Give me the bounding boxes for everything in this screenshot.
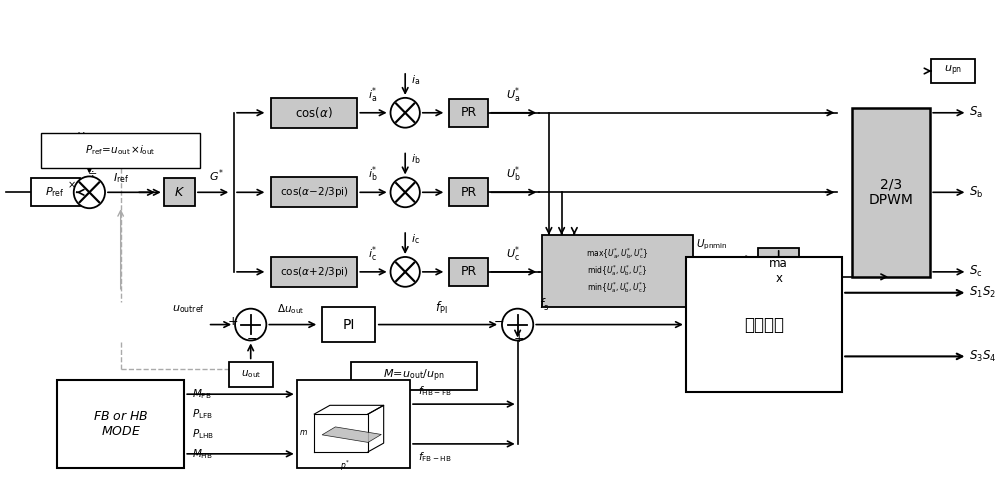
Text: $S_{\mathrm{a}}$: $S_{\mathrm{a}}$ [969,105,983,120]
Text: $f_{\mathrm{PI}}$: $f_{\mathrm{PI}}$ [435,300,448,316]
Text: PI: PI [342,318,355,331]
Text: 2/3
DPWM: 2/3 DPWM [869,177,914,207]
Text: $f_{\mathrm{HB-FB}}$: $f_{\mathrm{HB-FB}}$ [418,384,452,398]
Text: $U_{\mathrm{pnmin}}$: $U_{\mathrm{pnmin}}$ [696,238,727,252]
Text: 开关信号: 开关信号 [744,316,784,333]
Text: $+$: $+$ [227,315,238,328]
Text: $S_{\mathrm{b}}$: $S_{\mathrm{b}}$ [969,185,984,200]
Text: $i_{\mathrm{a}}$: $i_{\mathrm{a}}$ [411,73,420,87]
Bar [31,178,80,206]
Bar [57,380,184,468]
Text: $\max\{U_{\mathrm{a}}^{*},U_{\mathrm{b}}^{*},U_{\mathrm{c}}^{*}\}$
$\mathrm{mid}: $\max\{U_{\mathrm{a}}^{*},U_{\mathrm{b}}… [586,247,649,295]
Text: $\cos(\alpha\!+\!2/3\mathrm{pi})$: $\cos(\alpha\!+\!2/3\mathrm{pi})$ [280,265,349,279]
Text: $I_{\mathrm{ref}}$: $I_{\mathrm{ref}}$ [113,171,129,185]
Circle shape [502,309,533,340]
Text: $M_{\mathrm{FB}}$: $M_{\mathrm{FB}}$ [192,387,212,401]
Text: $f_{\mathrm{FB-HB}}$: $f_{\mathrm{FB-HB}}$ [418,450,452,464]
Bar [449,99,488,127]
Text: PR: PR [461,106,477,119]
Bar [758,248,799,294]
Bar [686,257,842,392]
Text: $-$: $-$ [493,315,505,328]
Text: $i_{\mathrm{c}}$: $i_{\mathrm{c}}$ [411,232,420,246]
Bar [271,98,357,128]
Text: $S_{3}S_{4}$: $S_{3}S_{4}$ [969,349,997,364]
Text: $U_{\mathrm{grms}}$: $U_{\mathrm{grms}}$ [76,130,103,145]
Text: $P_{\mathrm{ref}}\!=\!u_{\mathrm{out}}\!\times\! i_{\mathrm{out}}$: $P_{\mathrm{ref}}\!=\!u_{\mathrm{out}}\!… [85,144,156,158]
Bar [322,307,375,342]
Text: $FB$ or $HB$
$MODE$: $FB$ or $HB$ $MODE$ [93,410,149,438]
Text: PR: PR [461,265,477,278]
Text: $U_{\mathrm{a}}^{*}$: $U_{\mathrm{a}}^{*}$ [506,85,521,105]
Text: $\div$: $\div$ [87,168,97,178]
Text: $P_{\mathrm{ref}}$: $P_{\mathrm{ref}}$ [45,185,65,199]
Text: $i_{\mathrm{a}}^{*}$: $i_{\mathrm{a}}^{*}$ [368,85,378,105]
Text: $S_{\mathrm{c}}$: $S_{\mathrm{c}}$ [969,264,983,279]
Bar [449,178,488,206]
Circle shape [391,257,420,287]
Text: $+$: $+$ [513,332,524,345]
Circle shape [391,98,420,128]
Text: PR: PR [461,186,477,199]
Bar [449,258,488,286]
Text: $\times$: $\times$ [67,180,76,190]
Bar [271,177,357,207]
Text: $\Delta u_{\mathrm{out}}$: $\Delta u_{\mathrm{out}}$ [277,302,304,316]
Text: $i_{\mathrm{b}}$: $i_{\mathrm{b}}$ [411,153,421,166]
Text: $u_{\mathrm{pn}}$: $u_{\mathrm{pn}}$ [944,64,962,78]
Bar [852,108,930,277]
Text: $i_{\mathrm{c}}^{*}$: $i_{\mathrm{c}}^{*}$ [368,245,378,264]
Circle shape [74,176,105,208]
Text: $G^{*}$: $G^{*}$ [209,168,224,184]
Text: $P_{\mathrm{LFB}}$: $P_{\mathrm{LFB}}$ [192,407,213,421]
Polygon shape [322,427,381,442]
Bar [931,59,975,83]
Bar [351,362,477,390]
Text: $M\!=\!u_{\mathrm{out}}/u_{\mathrm{pn}}$: $M\!=\!u_{\mathrm{out}}/u_{\mathrm{pn}}$ [383,368,445,385]
Text: $i_{\mathrm{b}}^{*}$: $i_{\mathrm{b}}^{*}$ [368,165,378,184]
Text: $S_{1}S_{2}$: $S_{1}S_{2}$ [969,285,996,300]
Text: $K$: $K$ [174,186,185,199]
Text: $\cos(\alpha\!-\!2/3\mathrm{pi})$: $\cos(\alpha\!-\!2/3\mathrm{pi})$ [280,185,349,199]
Text: ma
x: ma x [769,257,788,285]
Text: $\cos(\alpha)$: $\cos(\alpha)$ [295,105,333,120]
Text: $u_{\mathrm{outref}}$: $u_{\mathrm{outref}}$ [172,303,205,315]
Text: $u_{\mathrm{out}}$: $u_{\mathrm{out}}$ [241,368,261,380]
Bar [41,133,200,168]
Bar [229,362,273,387]
Text: $p^{*}$: $p^{*}$ [340,459,350,473]
Bar [542,235,693,307]
Bar [164,178,195,206]
Circle shape [391,177,420,207]
Text: $U_{\mathrm{b}}^{*}$: $U_{\mathrm{b}}^{*}$ [506,165,521,184]
Text: $U_{\mathrm{pn}}$: $U_{\mathrm{pn}}$ [696,290,714,304]
Text: $U_{\mathrm{c}}^{*}$: $U_{\mathrm{c}}^{*}$ [506,245,521,264]
Text: $P_{\mathrm{LHB}}$: $P_{\mathrm{LHB}}$ [192,427,214,441]
Text: $f_{\mathrm{s}}$: $f_{\mathrm{s}}$ [539,297,549,313]
Circle shape [235,309,266,340]
Text: $M_{\mathrm{HB}}$: $M_{\mathrm{HB}}$ [192,447,213,461]
Bar [297,380,410,468]
Text: $m$: $m$ [299,428,307,437]
Text: $-$: $-$ [246,332,257,345]
Bar [271,257,357,287]
